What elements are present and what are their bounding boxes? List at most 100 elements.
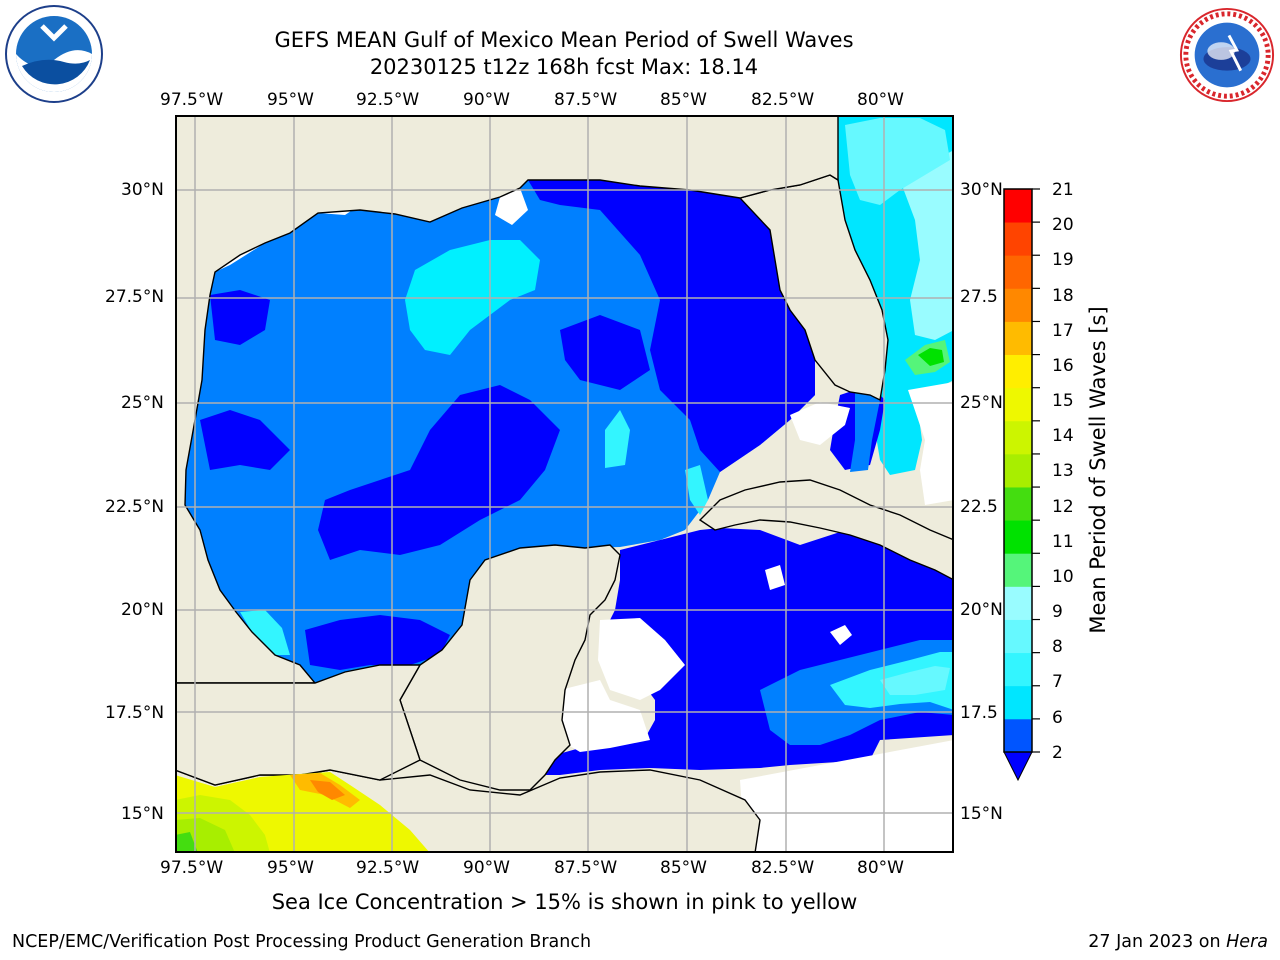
us-gulf-coast-land: [175, 115, 839, 684]
deep-blue-south-central: [560, 315, 650, 390]
colorbar-bin: [1004, 487, 1032, 521]
colorbar-tick-label: 18: [1052, 286, 1074, 306]
lat-label: 20°N: [960, 600, 1003, 620]
lon-label: 82.5°W: [751, 90, 815, 110]
colorbar-tick-label: 19: [1052, 250, 1074, 270]
deep-blue-central-gulf: [318, 385, 560, 560]
colorbar-bin: [1004, 520, 1032, 554]
credit-host: Hera: [1226, 932, 1268, 952]
nws-logo: [1179, 7, 1275, 103]
pacific-green-dark: [175, 832, 198, 853]
lat-label: 27.5: [960, 287, 998, 307]
cuba-land: [698, 479, 954, 581]
pacific-orange-core: [310, 780, 345, 800]
deep-blue-bay-campeche: [305, 615, 450, 670]
lat-label: 17.5°N: [105, 703, 165, 723]
caribbean-light-cyan: [880, 666, 950, 695]
sea-ice-note: Sea Ice Concentration > 15% is shown in …: [271, 890, 858, 914]
colorbar-tick-label: 16: [1052, 356, 1074, 376]
map-border: [175, 115, 954, 853]
lat-label: 20°N: [121, 600, 164, 620]
colorbar-tick-label: 10: [1052, 567, 1074, 587]
lon-label: 97.5°W: [160, 90, 224, 110]
colorbar-bin: [1004, 189, 1032, 223]
colorbar-tick-label: 8: [1052, 637, 1063, 657]
lon-label: 97.5°W: [160, 858, 224, 878]
colorbar-tick-label: 17: [1052, 321, 1074, 341]
lon-label: 92.5°W: [356, 90, 420, 110]
colorbar: [1003, 188, 1040, 782]
colorbar-tick-label: 21: [1052, 180, 1074, 200]
colorbar-bin: [1004, 685, 1032, 720]
colorbar-tick-label: 13: [1052, 461, 1074, 481]
colorbar-bin: [1004, 420, 1032, 455]
colorbar-bin: [1004, 619, 1032, 654]
deep-blue-west-gulf: [200, 410, 290, 470]
lat-label: 15°N: [121, 804, 164, 824]
lon-label: 95°W: [267, 858, 314, 878]
mexico-land: [175, 664, 422, 786]
lat-label: 25°N: [960, 393, 1003, 413]
atlantic-blue-band: [850, 378, 880, 472]
deep-blue-east-gulf: [528, 180, 815, 472]
gulf-of-mexico-swell-period-map: [175, 115, 954, 853]
colorbar-tick-label: 11: [1052, 532, 1074, 552]
colorbar-tick-label: 2: [1052, 743, 1063, 763]
colorbar-bin: [1004, 255, 1032, 289]
colorbar-bins: [1004, 189, 1032, 753]
lon-label: 90°W: [463, 90, 510, 110]
lon-label: 87.5°W: [554, 858, 618, 878]
lon-label: 85°W: [660, 90, 707, 110]
map-subtitle: 20230125 t12z 168h fcst Max: 18.14: [369, 55, 759, 79]
noaa-logo: [5, 5, 103, 103]
lon-label: 90°W: [463, 858, 510, 878]
colorbar-tick-label: 7: [1052, 672, 1063, 692]
colorbar-bin: [1004, 354, 1032, 389]
cyan-patch-central: [605, 410, 630, 468]
atlantic-light-cyan: [900, 150, 954, 340]
lat-label: 30°N: [121, 180, 164, 200]
cyan-strip-yucatan-channel: [685, 465, 708, 515]
colorbar-tick-label: 14: [1052, 426, 1074, 446]
lat-label: 25°N: [121, 393, 164, 413]
colorbar-bin: [1004, 652, 1032, 687]
deep-blue-northwest-gulf: [210, 290, 270, 345]
colorbar-tick-label: 12: [1052, 497, 1074, 517]
colorbar-bin: [1004, 321, 1032, 355]
colorbar-tick-label: 9: [1052, 602, 1063, 622]
colorbar-bin: [1004, 288, 1032, 322]
colorbar-bin: [1004, 553, 1032, 587]
colorbar-tick-label: 6: [1052, 708, 1063, 728]
map-title: GEFS MEAN Gulf of Mexico Mean Period of …: [274, 28, 854, 52]
lon-label: 85°W: [660, 858, 707, 878]
lon-label: 87.5°W: [554, 90, 618, 110]
colorbar-bin: [1004, 453, 1032, 488]
credit-date: 27 Jan 2023 on: [1088, 932, 1227, 952]
lat-label: 17.5: [960, 703, 998, 723]
colorbar-ticks: [1032, 188, 1040, 753]
colorbar-bin: [1004, 387, 1032, 422]
lat-label: 30°N: [960, 180, 1003, 200]
lat-label: 22.5: [960, 497, 998, 517]
colorbar-bin: [1004, 718, 1032, 753]
graticule: [175, 115, 954, 853]
colorbar-tick-label: 20: [1052, 215, 1074, 235]
colorbar-tick-label: 15: [1052, 391, 1074, 411]
lat-label: 27.5°N: [105, 287, 165, 307]
credit-left: NCEP/EMC/Verification Post Processing Pr…: [12, 932, 592, 952]
colorbar-bin: [1004, 586, 1032, 620]
colorbar-title: Mean Period of Swell Waves [s]: [1086, 306, 1110, 634]
colorbar-under-triangle: [1003, 751, 1033, 782]
lat-label: 22.5°N: [105, 497, 165, 517]
bahamas-green-core: [918, 348, 944, 366]
lon-label: 95°W: [267, 90, 314, 110]
colorbar-border: [1003, 188, 1033, 753]
lon-label: 80°W: [857, 90, 904, 110]
lon-label: 92.5°W: [356, 858, 420, 878]
credit-right: 27 Jan 2023 on Hera: [1088, 932, 1268, 952]
lon-label: 82.5°W: [751, 858, 815, 878]
no-data-areas: [215, 188, 954, 853]
lon-label: 80°W: [857, 858, 904, 878]
cyan-patch-bay-campeche: [240, 610, 290, 655]
colorbar-bin: [1004, 222, 1032, 256]
